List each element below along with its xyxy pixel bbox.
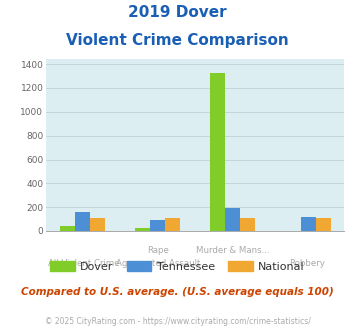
Bar [210, 73, 225, 231]
Bar [150, 220, 165, 231]
Text: Violent Crime Comparison: Violent Crime Comparison [66, 33, 289, 48]
Bar [225, 208, 240, 231]
Text: © 2025 CityRating.com - https://www.cityrating.com/crime-statistics/: © 2025 CityRating.com - https://www.city… [45, 317, 310, 326]
Bar [240, 218, 256, 231]
Text: Compared to U.S. average. (U.S. average equals 100): Compared to U.S. average. (U.S. average … [21, 287, 334, 297]
Text: All Violent Crime: All Violent Crime [48, 259, 119, 268]
Bar [301, 217, 316, 231]
Text: Aggravated Assault: Aggravated Assault [116, 259, 200, 268]
Bar [75, 212, 90, 231]
Bar [60, 226, 75, 231]
Text: Robbery: Robbery [289, 259, 325, 268]
Text: Murder & Mans...: Murder & Mans... [196, 246, 269, 255]
Bar [135, 228, 150, 231]
Legend: Dover, Tennessee, National: Dover, Tennessee, National [46, 256, 309, 276]
Bar [316, 218, 331, 231]
Text: 2019 Dover: 2019 Dover [128, 5, 227, 20]
Bar [90, 218, 105, 231]
Text: Rape: Rape [147, 246, 169, 255]
Bar [165, 218, 180, 231]
